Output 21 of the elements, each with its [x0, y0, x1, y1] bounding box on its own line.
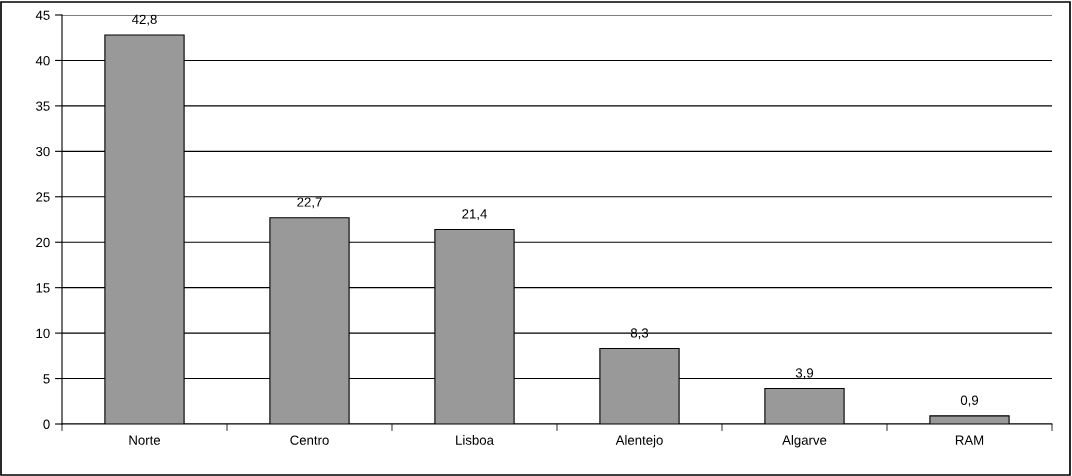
y-tick-label: 20	[36, 237, 50, 248]
y-tick-label: 0	[43, 419, 50, 429]
y-tick-label: 35	[36, 101, 50, 111]
x-tick-label: Norte	[129, 435, 161, 445]
y-tick-label: 5	[43, 374, 50, 384]
y-tick-label: 40	[35, 56, 50, 66]
data-label: 42,8	[131, 14, 157, 26]
y-tick-label: 15	[36, 283, 50, 293]
x-tick-label: RAM	[955, 435, 984, 445]
y-tick-label: 45	[35, 10, 50, 20]
data-label: 21,4	[462, 209, 487, 221]
data-label: 0,9	[960, 395, 979, 407]
x-tick-label: Centro	[290, 435, 329, 445]
x-tick-label: Lisboa	[456, 435, 494, 445]
x-tick-label: Alentejo	[615, 435, 663, 448]
y-tick-label: 30	[36, 146, 50, 157]
data-label: 3,9	[795, 368, 814, 380]
x-tick-label: Algarve	[782, 435, 827, 448]
y-tick-label: 25	[36, 192, 50, 202]
y-tick-label: 10	[36, 328, 50, 339]
data-label: 22,7	[297, 197, 322, 209]
